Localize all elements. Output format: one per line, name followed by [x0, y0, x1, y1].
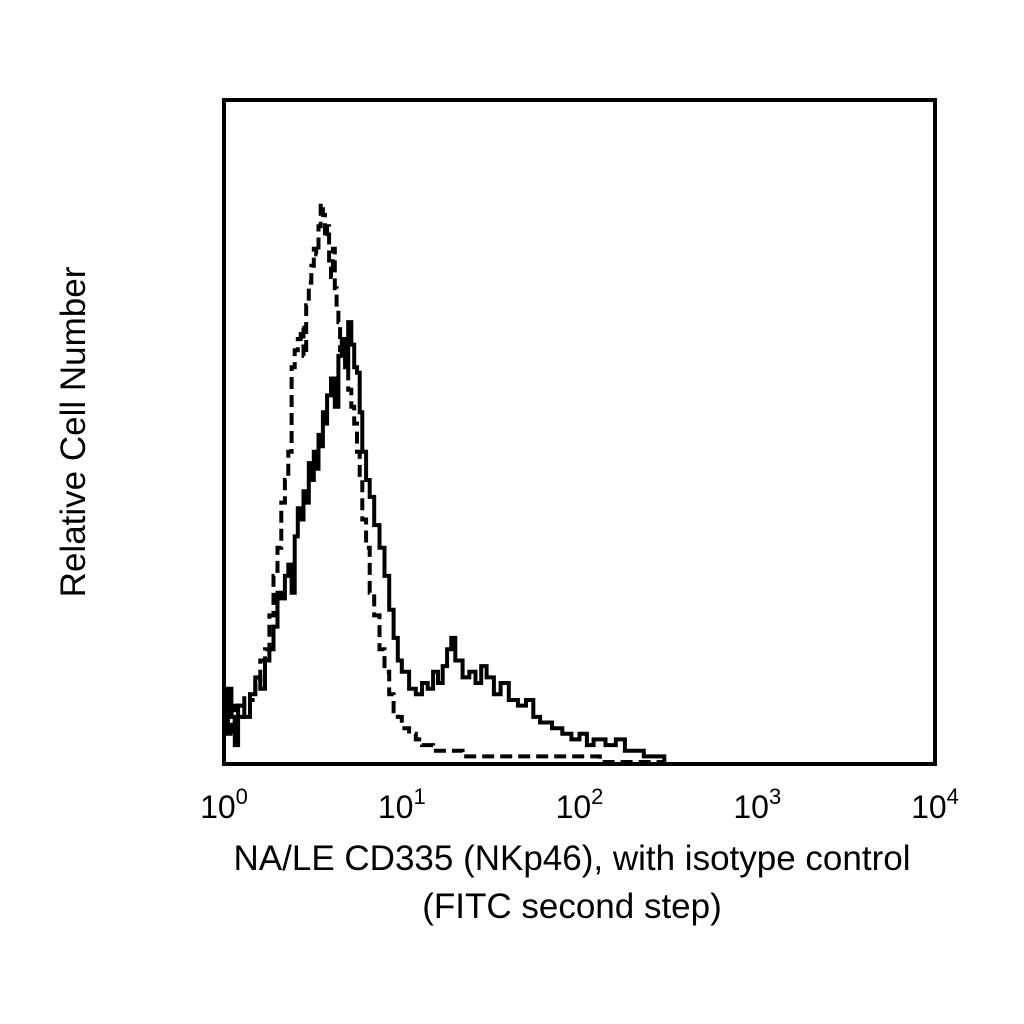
x-tick-exponent: 3 [769, 784, 781, 809]
x-tick-label: 101 [378, 784, 426, 825]
x-tick-base: 10 [911, 789, 947, 825]
plot-frame [222, 98, 937, 766]
x-tick-label: 100 [200, 784, 248, 825]
x-tick-label: 104 [911, 784, 959, 825]
isotype-control-histogram [224, 201, 665, 764]
series-layer [224, 201, 667, 764]
x-axis-label-line-2: (FITC second step) [422, 887, 722, 926]
x-tick-exponent: 0 [236, 784, 248, 809]
x-tick-exponent: 4 [947, 784, 959, 809]
x-tick-label: 102 [556, 784, 604, 825]
x-tick-base: 10 [378, 789, 414, 825]
x-axis-label-line-1: NA/LE CD335 (NKp46), with isotype contro… [234, 839, 911, 878]
x-tick-labels: 100 101 102 103 104 [200, 784, 959, 825]
cd335-histogram [224, 320, 667, 762]
x-tick-base: 10 [733, 789, 769, 825]
x-tick-label: 103 [733, 784, 781, 825]
x-tick-base: 10 [556, 789, 592, 825]
y-axis-label: Relative Cell Number [54, 266, 93, 597]
x-tick-exponent: 2 [591, 784, 603, 809]
x-tick-exponent: 1 [413, 784, 425, 809]
x-tick-base: 10 [200, 789, 236, 825]
